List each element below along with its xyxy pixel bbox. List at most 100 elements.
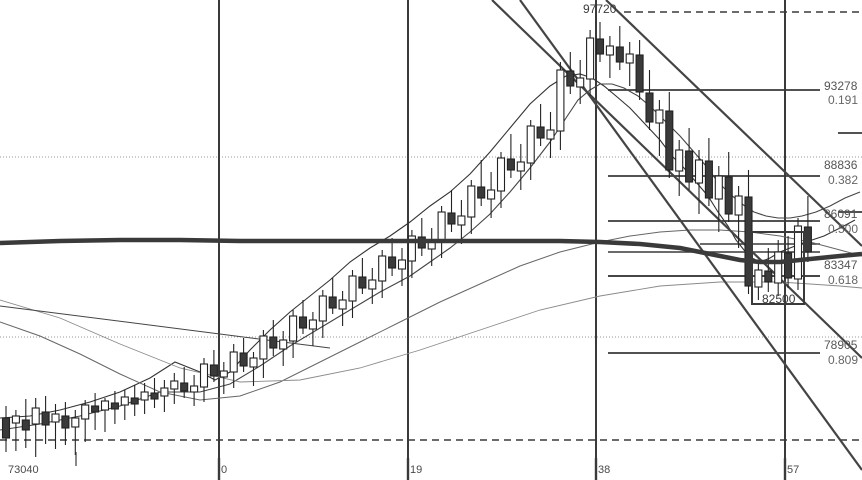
- candle-body[interactable]: [308, 319, 317, 330]
- candle-body[interactable]: [774, 251, 783, 284]
- x-axis-tick-label-73040: 73040: [8, 464, 39, 476]
- candle-body[interactable]: [239, 352, 248, 367]
- candle-body[interactable]: [249, 357, 258, 368]
- candle-body[interactable]: [566, 70, 575, 87]
- candle-body[interactable]: [546, 129, 555, 140]
- candle-body[interactable]: [407, 235, 416, 262]
- candle-body[interactable]: [586, 37, 595, 80]
- candle-body[interactable]: [269, 336, 278, 349]
- candle-body[interactable]: [388, 256, 397, 269]
- candle-body[interactable]: [487, 189, 496, 200]
- candle-body[interactable]: [625, 53, 634, 64]
- candle-body[interactable]: [635, 54, 644, 93]
- candle-body[interactable]: [536, 126, 545, 139]
- candle-body[interactable]: [744, 196, 753, 287]
- price-level-label-83347: 83347: [824, 258, 858, 272]
- candle-body[interactable]: [714, 175, 723, 200]
- moving-average-path: [0, 83, 861, 431]
- candle-body[interactable]: [655, 109, 664, 124]
- candle-body[interactable]: [150, 392, 159, 400]
- candle-body[interactable]: [754, 269, 763, 288]
- candle-body[interactable]: [41, 411, 50, 426]
- candle-body[interactable]: [338, 299, 347, 310]
- candle-body[interactable]: [645, 92, 654, 123]
- candle-body[interactable]: [704, 160, 713, 199]
- candle-body[interactable]: [120, 396, 129, 406]
- candle-body[interactable]: [496, 157, 506, 192]
- candle-series[interactable]: [1, 22, 812, 457]
- trend-line[interactable]: [491, 0, 862, 359]
- x-axis-tick-label-57: 57: [787, 464, 800, 476]
- candle-body[interactable]: [279, 339, 288, 350]
- candle-body[interactable]: [21, 419, 30, 431]
- candle-body[interactable]: [298, 316, 308, 329]
- candle-body[interactable]: [457, 215, 466, 226]
- trend-line[interactable]: [605, 0, 862, 247]
- candle-body[interactable]: [91, 405, 100, 413]
- candle-body[interactable]: [100, 400, 110, 411]
- candle-body[interactable]: [140, 391, 149, 401]
- candle-body[interactable]: [219, 370, 228, 378]
- candle-body[interactable]: [605, 45, 614, 56]
- axis-tick-marks: [838, 132, 862, 213]
- selection-box[interactable]: [751, 231, 805, 305]
- price-level-label-78905: 78905: [824, 338, 858, 352]
- candle-body[interactable]: [467, 185, 476, 218]
- candle-body[interactable]: [170, 380, 179, 390]
- candle-body[interactable]: [615, 46, 624, 63]
- x-axis-tick-label-38: 38: [598, 464, 611, 476]
- candle-body[interactable]: [734, 195, 743, 216]
- candle-body[interactable]: [378, 255, 387, 282]
- candle-body[interactable]: [724, 176, 733, 215]
- candle-body[interactable]: [110, 402, 119, 410]
- candle-body[interactable]: [784, 252, 793, 279]
- candle-body[interactable]: [685, 150, 694, 183]
- candle-body[interactable]: [516, 161, 525, 172]
- fib-ratio-label-0.382: 0.382: [828, 173, 859, 187]
- candle-body[interactable]: [229, 351, 238, 373]
- candle-body[interactable]: [556, 69, 565, 132]
- price-level-label-88836: 88836: [824, 158, 858, 172]
- candle-body[interactable]: [447, 212, 456, 225]
- selection-box-rect[interactable]: [751, 231, 805, 305]
- candle-body[interactable]: [180, 382, 189, 392]
- candle-body[interactable]: [130, 397, 139, 405]
- candle-body[interactable]: [259, 335, 268, 360]
- candle-body[interactable]: [11, 415, 20, 424]
- candle-body[interactable]: [576, 77, 585, 88]
- candle-body[interactable]: [595, 38, 605, 55]
- candle-body[interactable]: [764, 270, 773, 283]
- candle-body[interactable]: [526, 125, 535, 164]
- candle-body[interactable]: [328, 296, 337, 309]
- dashed-levels: [0, 11, 862, 441]
- candle-body[interactable]: [694, 159, 704, 184]
- candle-body[interactable]: [61, 415, 70, 429]
- price-level-label-93278: 93278: [824, 79, 858, 93]
- candle-body[interactable]: [71, 417, 80, 428]
- candle-body[interactable]: [675, 149, 684, 172]
- candle-body[interactable]: [358, 276, 367, 289]
- candle-body[interactable]: [1, 417, 11, 439]
- candle-body[interactable]: [793, 225, 803, 280]
- moving-average-path: [0, 237, 862, 265]
- candle-body[interactable]: [803, 226, 812, 253]
- candle-body[interactable]: [348, 275, 357, 302]
- candle-body[interactable]: [209, 364, 218, 377]
- candle-body[interactable]: [506, 158, 515, 171]
- candle-body[interactable]: [81, 404, 90, 420]
- candle-body[interactable]: [368, 279, 377, 290]
- candle-body[interactable]: [51, 413, 60, 423]
- candle-body[interactable]: [31, 407, 40, 425]
- price-level-label-86091: 86091: [824, 207, 858, 221]
- candle-body[interactable]: [199, 363, 209, 388]
- candle-body[interactable]: [160, 387, 169, 397]
- candle-body[interactable]: [477, 186, 486, 199]
- candle-body[interactable]: [190, 385, 199, 393]
- candle-body[interactable]: [397, 259, 407, 270]
- candle-body[interactable]: [437, 211, 446, 242]
- candle-body[interactable]: [665, 110, 674, 171]
- candle-body[interactable]: [289, 315, 298, 342]
- candle-body[interactable]: [318, 295, 327, 322]
